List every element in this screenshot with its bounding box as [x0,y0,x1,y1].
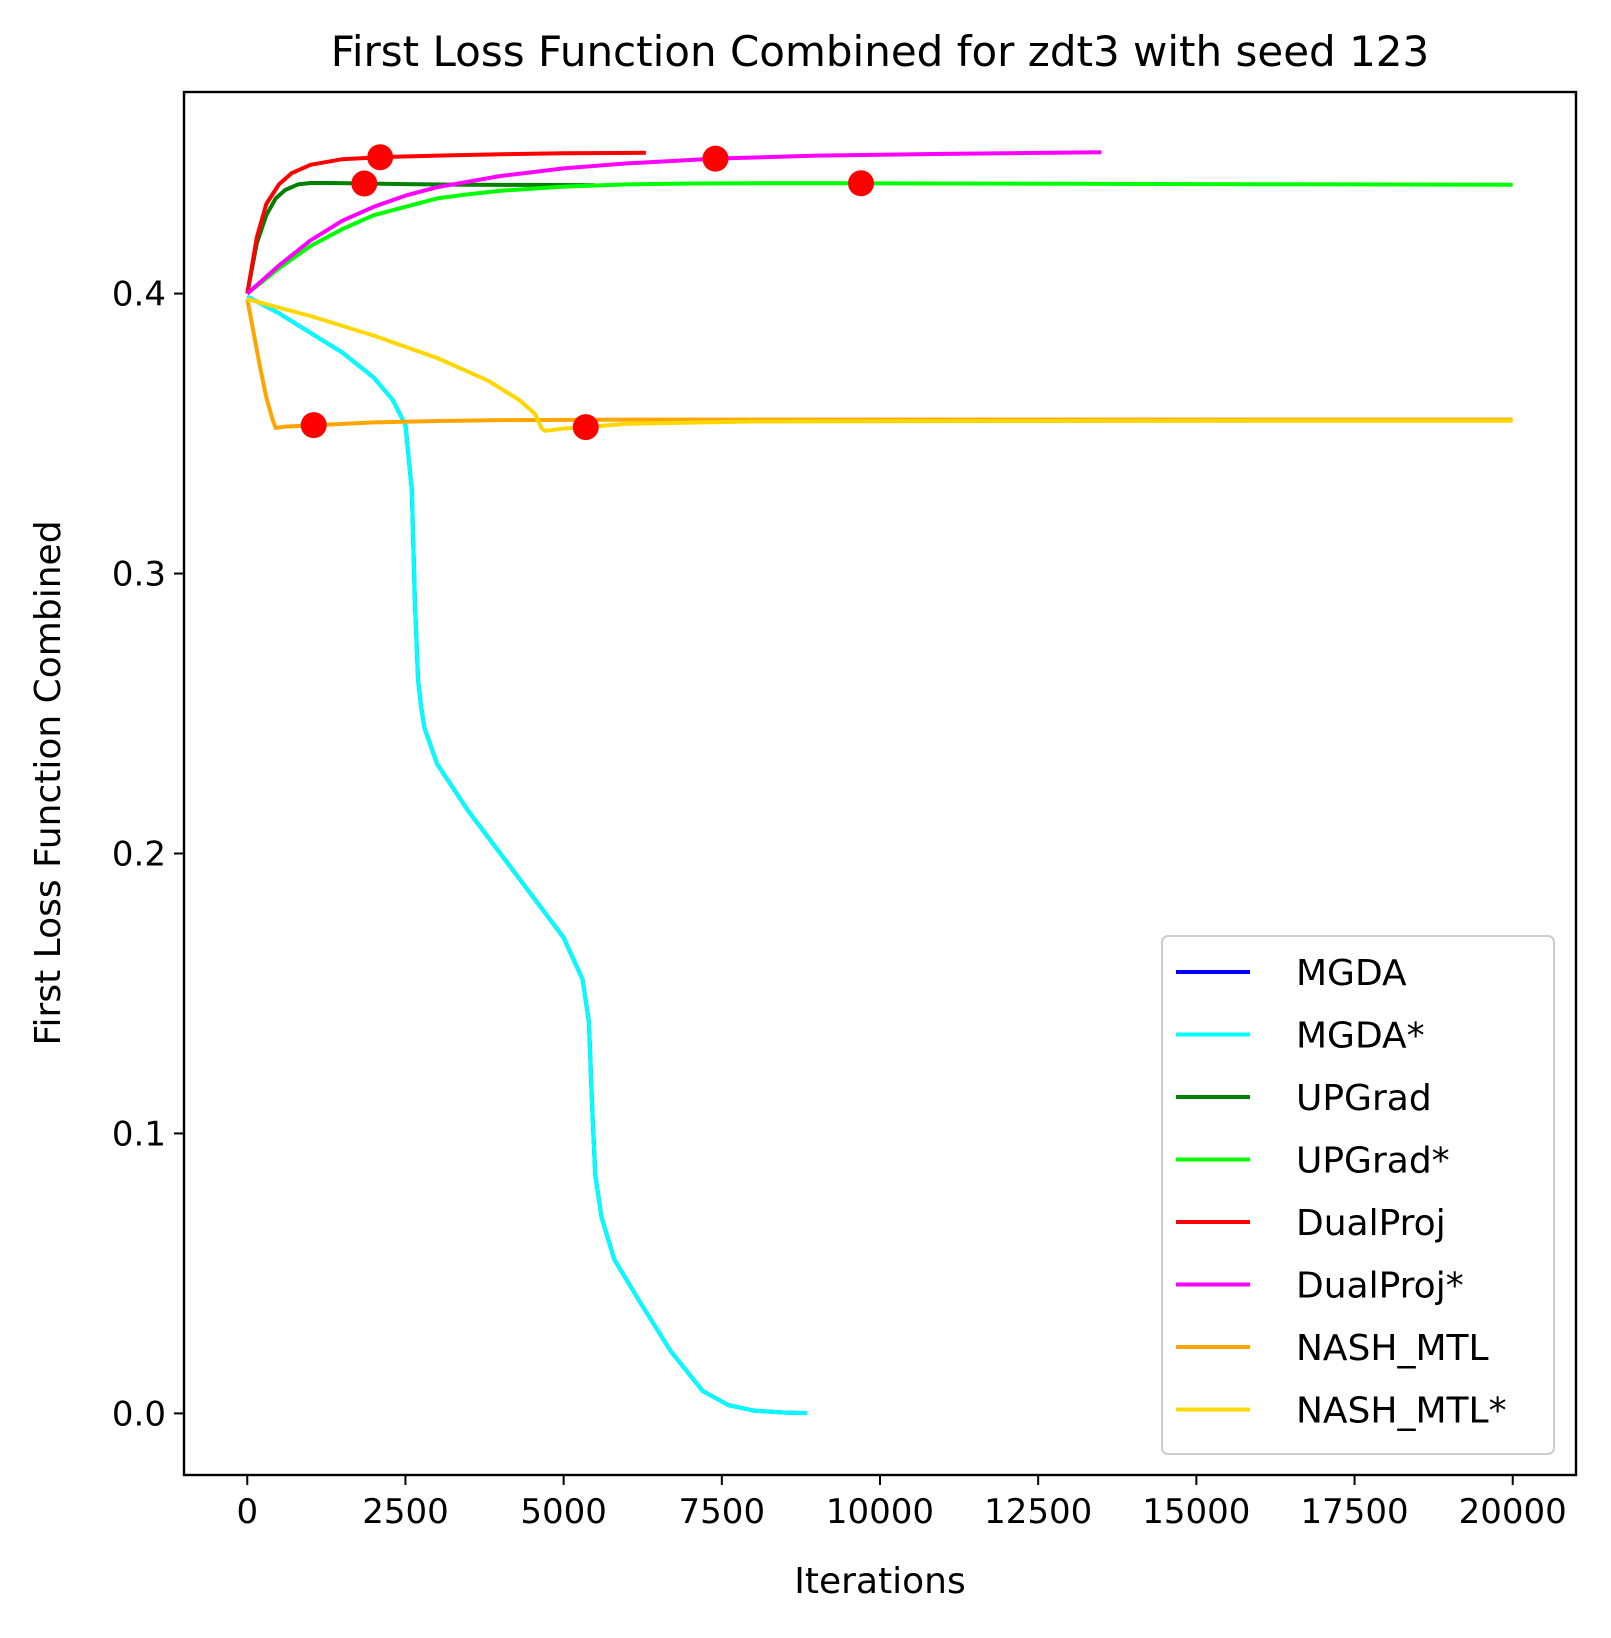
legend-label-mgda-star: MGDA* [1296,1016,1425,1057]
x-tick-label: 7500 [679,1492,766,1532]
chart-title: First Loss Function Combined for zdt3 wi… [331,27,1429,76]
x-tick-label: 0 [236,1492,258,1532]
legend-label-nash-mtl-star: NASH_MTL* [1296,1391,1507,1432]
series-line-dualproj-star [245,150,1102,296]
series-line-nash-mtl-star [246,297,1513,433]
marker-nash-mtl [300,412,327,439]
series-line-dualproj [245,150,646,294]
x-tick-label: 20000 [1459,1492,1567,1532]
legend: MGDA MGDA* UPGrad UPGrad* DualProj DualProj* N… [1161,935,1555,1455]
legend-label-nash-mtl: NASH_MTL [1296,1328,1489,1369]
x-tick-label: 15000 [1142,1492,1250,1532]
legend-box [1161,935,1555,1455]
marker-upgrad-star [848,170,875,197]
legend-label-upgrad: UPGrad [1296,1078,1432,1119]
series-line-mgda-star [246,294,808,1416]
legend-label-mgda: MGDA [1296,953,1407,994]
marker-dualproj-star [702,145,729,172]
y-tick-label: 0.0 [112,1394,166,1434]
y-tick-label: 0.3 [112,555,166,595]
y-tick-label: 0.2 [112,834,166,874]
x-axis-ticks: 0 2500 5000 7500 10000 12500 15000 17500 20000 [236,1475,1567,1532]
y-tick-label: 0.4 [112,275,166,315]
y-axis-label: First Loss Function Combined [28,520,69,1045]
marker-dualproj [367,144,394,171]
legend-label-dualproj-star: DualProj* [1296,1266,1464,1307]
y-axis-ticks: 0.0 0.1 0.2 0.3 0.4 [112,275,184,1434]
marker-upgrad [351,170,378,197]
legend-label-dualproj: DualProj [1296,1203,1446,1244]
y-tick-label: 0.1 [112,1114,166,1154]
legend-label-upgrad-star: UPGrad* [1296,1141,1450,1182]
x-tick-label: 12500 [984,1492,1092,1532]
x-axis-label: Iterations [794,1561,965,1602]
plot-lines [245,150,1513,1416]
x-tick-label: 2500 [362,1492,449,1532]
x-tick-label: 10000 [826,1492,934,1532]
x-tick-label: 17500 [1300,1492,1408,1532]
marker-nash-mtl-star [572,414,599,441]
series-line-upgrad-star [246,181,1513,296]
x-tick-label: 5000 [520,1492,607,1532]
plot-markers [300,144,875,441]
